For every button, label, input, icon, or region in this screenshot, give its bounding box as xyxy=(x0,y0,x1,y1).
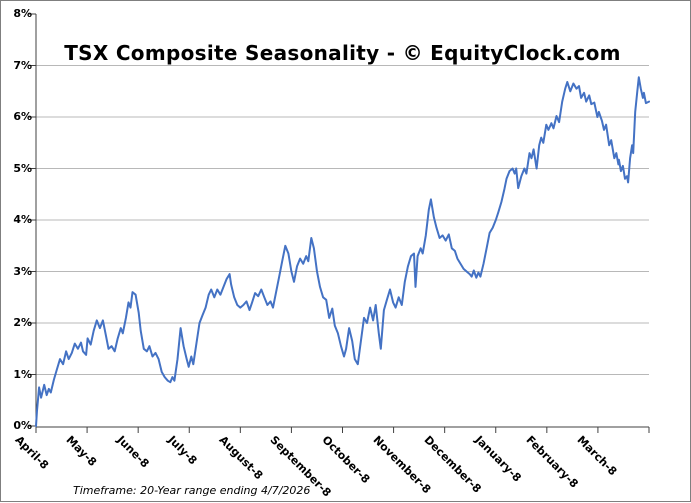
axis-ticks xyxy=(28,13,650,433)
y-axis-label: 4% xyxy=(13,213,32,226)
y-axis-label: 6% xyxy=(13,110,32,123)
y-axis-label: 0% xyxy=(13,419,32,432)
y-axis-label: 2% xyxy=(13,316,32,329)
y-axis-label: 1% xyxy=(13,367,32,381)
timeframe-footnote: Timeframe: 20-Year range ending 4/7/2026 xyxy=(73,484,311,497)
y-axis-label: 5% xyxy=(13,161,32,175)
y-axis-label: 7% xyxy=(13,58,32,72)
seasonality-line xyxy=(35,76,650,427)
y-axis-label: 3% xyxy=(13,264,32,278)
y-axis-label: 8% xyxy=(13,7,32,20)
chart-title: TSX Composite Seasonality - © EquityCloc… xyxy=(64,41,621,65)
gridlines xyxy=(36,65,649,375)
